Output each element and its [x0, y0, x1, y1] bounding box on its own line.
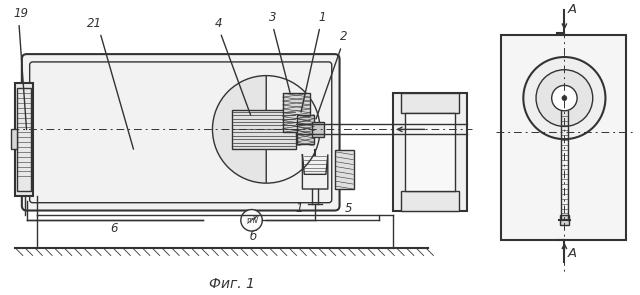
- Bar: [394, 93, 467, 211]
- Wedge shape: [212, 76, 266, 183]
- Text: 5: 5: [344, 202, 352, 215]
- Circle shape: [536, 70, 593, 127]
- Bar: [401, 191, 459, 211]
- Text: 19: 19: [13, 7, 28, 20]
- Circle shape: [552, 85, 577, 111]
- Bar: [232, 110, 296, 149]
- Bar: [335, 150, 354, 189]
- Bar: [296, 115, 314, 144]
- Bar: [559, 215, 569, 225]
- Text: 4: 4: [214, 17, 222, 30]
- Text: А: А: [567, 3, 577, 16]
- Text: Фиг. 1: Фиг. 1: [209, 277, 255, 291]
- Text: 1: 1: [296, 202, 303, 215]
- Bar: [405, 113, 455, 191]
- Bar: [283, 93, 310, 132]
- Circle shape: [241, 209, 262, 231]
- Text: 2: 2: [340, 30, 347, 43]
- Text: 21: 21: [87, 17, 102, 30]
- Bar: [15, 83, 33, 196]
- Bar: [501, 35, 626, 240]
- Bar: [17, 88, 31, 191]
- Text: А: А: [567, 248, 577, 260]
- Circle shape: [524, 57, 605, 139]
- Bar: [11, 130, 17, 149]
- Bar: [401, 93, 459, 113]
- Text: mV: mV: [246, 216, 259, 225]
- Text: б: б: [250, 230, 257, 243]
- Text: 1: 1: [318, 11, 326, 24]
- Text: 6: 6: [110, 222, 117, 235]
- Circle shape: [562, 96, 567, 101]
- Text: 3: 3: [269, 11, 276, 24]
- FancyBboxPatch shape: [22, 54, 340, 211]
- Bar: [312, 122, 324, 137]
